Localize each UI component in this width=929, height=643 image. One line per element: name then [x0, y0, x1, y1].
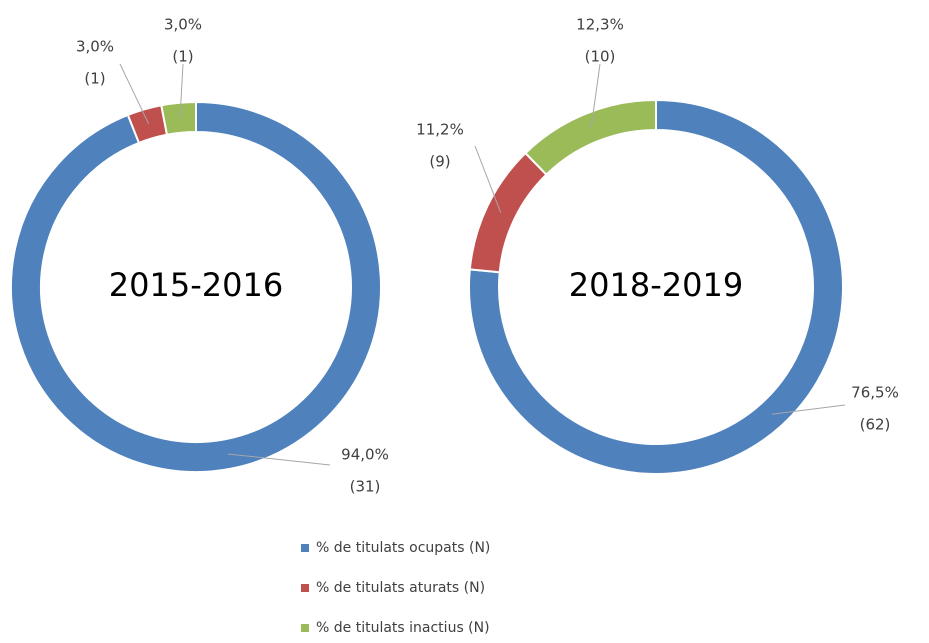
data-label: 94,0%: [341, 446, 389, 464]
leader-line: [771, 404, 846, 415]
leader-line: [474, 145, 502, 213]
data-label-count: (62): [860, 416, 891, 434]
donut-slice: [524, 98, 657, 177]
donut-slice: [468, 98, 844, 475]
leader-line: [227, 453, 331, 466]
legend-label: % de titulats ocupats (N): [316, 540, 490, 556]
legend-label: % de titulats aturats (N): [316, 580, 485, 596]
legend-swatch: [301, 544, 309, 552]
donut-slice: [10, 100, 382, 473]
data-label-count: (9): [429, 153, 450, 171]
data-label-count: (1): [172, 48, 193, 66]
leader-line: [590, 63, 601, 128]
data-label: 76,5%: [851, 384, 899, 402]
donut-slice: [160, 100, 197, 136]
data-label: 3,0%: [76, 38, 114, 56]
data-label-count: (1): [84, 70, 105, 88]
data-label-count: (31): [350, 478, 381, 496]
data-label-count: (10): [585, 48, 616, 66]
donut-slice: [468, 151, 548, 274]
data-label: 3,0%: [164, 16, 202, 34]
data-label: 12,3%: [576, 16, 624, 34]
legend-swatch: [301, 624, 309, 632]
leader-line: [179, 63, 184, 118]
chart-title: 2015-2016: [109, 266, 283, 304]
data-label: 11,2%: [416, 121, 464, 139]
legend-label: % de titulats inactius (N): [316, 620, 490, 636]
chart-title: 2018-2019: [569, 266, 743, 304]
leader-line: [119, 63, 150, 124]
legend-swatch: [301, 584, 309, 592]
